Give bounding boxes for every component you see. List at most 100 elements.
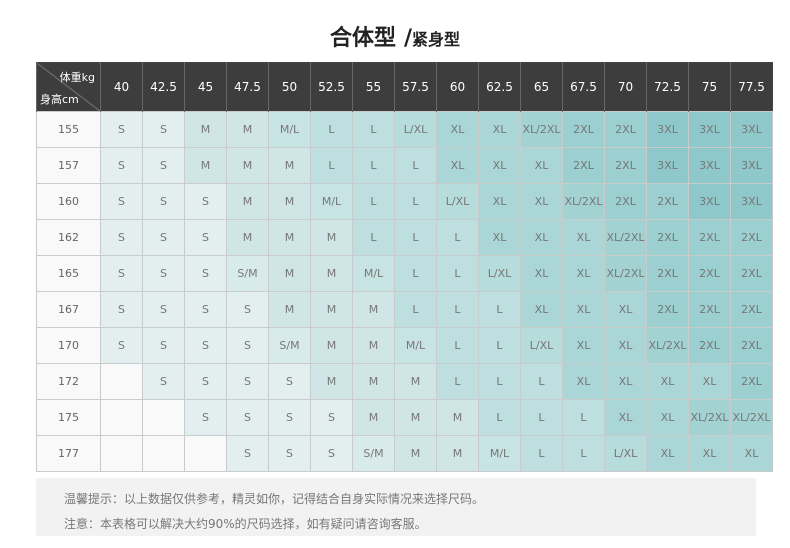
size-cell: S — [100, 327, 143, 364]
size-cell: 2XL — [688, 327, 731, 364]
size-cell: 3XL — [688, 111, 731, 148]
size-cell: L — [352, 111, 395, 148]
size-cell: XL — [478, 219, 521, 256]
height-cell: 160 — [36, 183, 101, 220]
size-cell: XL — [520, 183, 563, 220]
size-cell: XL — [688, 363, 731, 400]
size-chart-table: 体重kg 身高cm 40 42.5 45 47.5 50 52.5 55 57.5 60 62.5… — [36, 62, 773, 472]
size-cell: L — [310, 147, 353, 184]
header-row: 体重kg 身高cm 40 42.5 45 47.5 50 52.5 55 57.5 60 62.5… — [36, 62, 773, 112]
size-cell: S — [184, 327, 227, 364]
table-row: 155 S S M M M/L L L L/XL XL XL XL/2XL 2XL 2XL 3XL 3XL 3X… — [36, 111, 773, 148]
size-cell: 2XL — [604, 183, 647, 220]
size-cell: S — [142, 327, 185, 364]
table-row: 160 S S S M M M/L L L L/XL XL XL XL/2XL 2XL 2XL 3XL 3XL — [36, 183, 773, 220]
table-row: 157 S S M M M L L L XL XL XL 2XL 2XL 3XL 3XL 3XL — [36, 147, 773, 184]
size-cell: L — [394, 255, 437, 292]
size-cell: M — [226, 111, 269, 148]
size-cell: XL — [562, 219, 605, 256]
size-cell: L — [394, 291, 437, 328]
size-cell: S/M — [226, 255, 269, 292]
size-cell: M — [268, 147, 311, 184]
size-cell: 2XL — [646, 183, 689, 220]
size-cell: S — [184, 363, 227, 400]
title-main: 合体型 — [329, 26, 396, 51]
size-cell: XL — [520, 219, 563, 256]
size-cell: S — [310, 435, 353, 472]
weight-header: 50 — [268, 62, 311, 112]
note-attention: 注意：本表格可以解决大约90%的尺码选择，如有疑问请咨询客服。 — [64, 517, 427, 531]
weight-header: 77.5 — [730, 62, 773, 112]
size-cell — [142, 399, 185, 436]
size-cell: XL — [562, 255, 605, 292]
size-cell: 2XL — [688, 219, 731, 256]
height-cell: 155 — [36, 111, 101, 148]
size-cell: L — [394, 183, 437, 220]
size-cell: M — [268, 255, 311, 292]
size-cell: XL — [562, 291, 605, 328]
weight-header: 72.5 — [646, 62, 689, 112]
height-cell: 165 — [36, 255, 101, 292]
size-cell: L — [478, 291, 521, 328]
size-cell: L — [478, 363, 521, 400]
size-cell: L — [310, 111, 353, 148]
size-cell: S — [100, 183, 143, 220]
weight-header: 52.5 — [310, 62, 353, 112]
size-cell: S — [100, 291, 143, 328]
size-cell: M — [184, 147, 227, 184]
size-cell: XL/2XL — [646, 327, 689, 364]
size-cell: M — [310, 363, 353, 400]
size-cell: S — [100, 255, 143, 292]
note-box: 温馨提示：以上数据仅供参考，精灵如你，记得结合自身实际情况来选择尺码。 注意：本… — [36, 478, 756, 536]
corner-header: 体重kg 身高cm — [36, 62, 101, 112]
size-cell — [100, 435, 143, 472]
size-cell: XL — [520, 147, 563, 184]
size-cell: S/M — [268, 327, 311, 364]
size-cell: 2XL — [730, 327, 773, 364]
size-cell: XL/2XL — [688, 399, 731, 436]
size-cell: S — [142, 183, 185, 220]
note-tip: 温馨提示：以上数据仅供参考，精灵如你，记得结合自身实际情况来选择尺码。 — [64, 492, 485, 506]
size-cell: M — [268, 219, 311, 256]
size-cell: S — [184, 219, 227, 256]
size-cell: S — [268, 363, 311, 400]
size-cell: L — [436, 291, 479, 328]
title-slash: / — [403, 26, 413, 51]
size-cell: L — [520, 435, 563, 472]
size-cell: S — [142, 291, 185, 328]
table-row: 175 S S S S M M M L L L XL XL XL/2XL XL/2XL — [36, 399, 773, 436]
size-cell: S — [226, 399, 269, 436]
size-cell: L — [562, 399, 605, 436]
size-cell: L/XL — [394, 111, 437, 148]
size-cell: 2XL — [730, 255, 773, 292]
size-cell: 2XL — [562, 147, 605, 184]
size-cell: XL — [478, 147, 521, 184]
height-cell: 177 — [36, 435, 101, 472]
size-cell: S — [268, 435, 311, 472]
size-cell: S — [184, 399, 227, 436]
table-row: 170 S S S S S/M M M M/L L L L/XL XL XL XL/2XL 2XL 2XL — [36, 327, 773, 364]
size-cell: 2XL — [604, 111, 647, 148]
size-cell: M — [394, 399, 437, 436]
size-cell: M/L — [394, 327, 437, 364]
size-cell: XL/2XL — [562, 183, 605, 220]
table-row: 162 S S S M M M L L L XL XL XL XL/2XL 2XL 2XL 2XL — [36, 219, 773, 256]
size-cell: XL — [478, 111, 521, 148]
size-cell: M — [352, 291, 395, 328]
size-cell: M — [310, 291, 353, 328]
size-cell: XL — [646, 363, 689, 400]
size-cell: L/XL — [478, 255, 521, 292]
size-cell: L/XL — [436, 183, 479, 220]
size-cell: XL — [688, 435, 731, 472]
size-cell: XL/2XL — [730, 399, 773, 436]
size-cell: XL — [436, 147, 479, 184]
height-cell: 162 — [36, 219, 101, 256]
size-cell: XL — [604, 327, 647, 364]
size-cell: M/L — [268, 111, 311, 148]
size-cell: 2XL — [646, 219, 689, 256]
size-cell: L — [436, 219, 479, 256]
size-cell: M — [226, 147, 269, 184]
size-cell — [142, 435, 185, 472]
size-cell: XL — [436, 111, 479, 148]
size-cell — [100, 363, 143, 400]
